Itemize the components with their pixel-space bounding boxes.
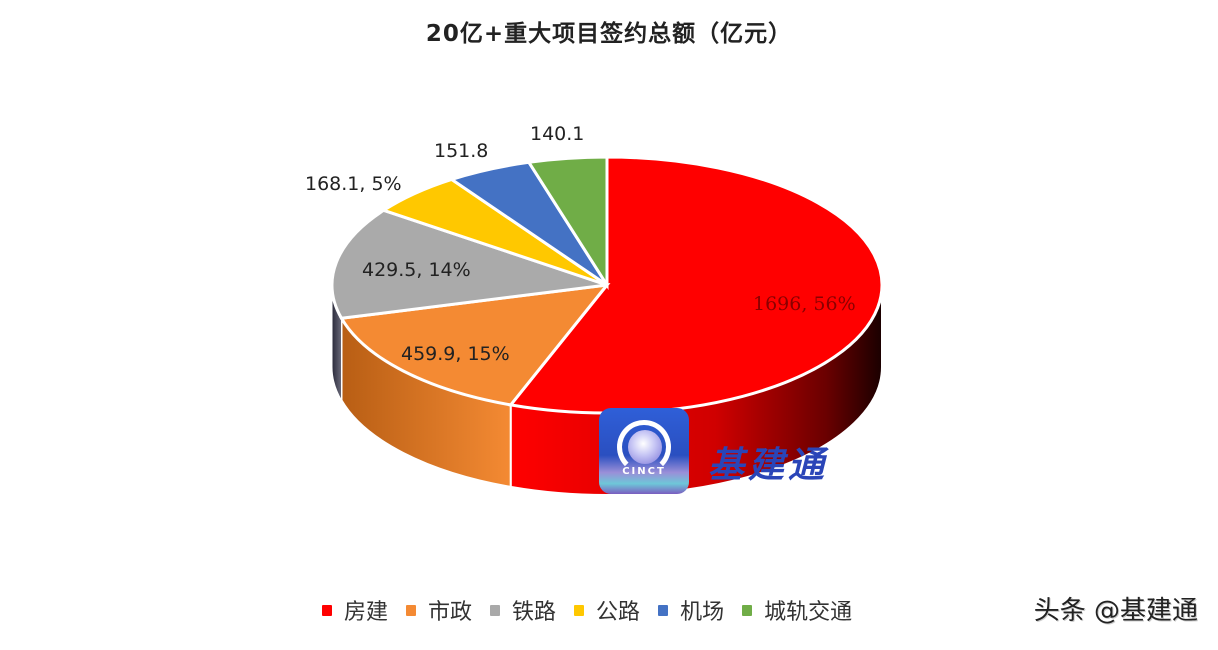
legend-swatch-icon (742, 604, 753, 616)
chart-legend: 房建 市政 铁路 公路 机场 城轨交通 (322, 594, 870, 626)
data-label-fangjian: 1696, 56% (753, 293, 856, 315)
logo-text: CINCT (622, 466, 666, 477)
cinct-logo: CINCT (599, 408, 689, 494)
legend-item-tielu[interactable]: 铁路 (490, 594, 556, 626)
legend-swatch-icon (658, 604, 669, 616)
data-label-gonglu: 168.1, 5% (305, 173, 402, 195)
legend-label: 公路 (596, 600, 641, 625)
legend-label: 房建 (344, 600, 389, 625)
data-label-chenggui: 140.1 (530, 123, 584, 145)
legend-label: 城轨交通 (764, 600, 853, 625)
legend-item-fangjian[interactable]: 房建 (322, 594, 388, 626)
legend-label: 市政 (428, 600, 473, 625)
legend-item-gonglu[interactable]: 公路 (574, 594, 640, 626)
legend-swatch-icon (322, 604, 332, 616)
slice-shizheng[interactable] (339, 283, 611, 407)
data-label-jichang: 151.8 (434, 140, 488, 162)
chart-title: 20亿+重大项目签约总额（亿元） (425, 21, 793, 47)
legend-item-chenggui[interactable]: 城轨交通 (742, 594, 852, 626)
legend-item-shizheng[interactable]: 市政 (406, 594, 472, 626)
legend-swatch-icon (574, 604, 585, 616)
logo-brand-name: 基建通 (708, 444, 829, 486)
legend-label: 铁路 (512, 600, 557, 625)
data-label-shizheng: 459.9, 15% (401, 343, 510, 365)
source-watermark: 头条 @基建通 (1033, 596, 1198, 626)
slice-chenggui[interactable] (526, 155, 609, 291)
legend-item-jichang[interactable]: 机场 (658, 594, 724, 626)
legend-swatch-icon (406, 604, 417, 616)
legend-label: 机场 (680, 600, 725, 625)
legend-swatch-icon (490, 604, 501, 616)
slice-tielu[interactable] (330, 208, 608, 320)
logo-ring-icon (617, 420, 671, 474)
data-label-tielu: 429.5, 14% (362, 259, 471, 281)
